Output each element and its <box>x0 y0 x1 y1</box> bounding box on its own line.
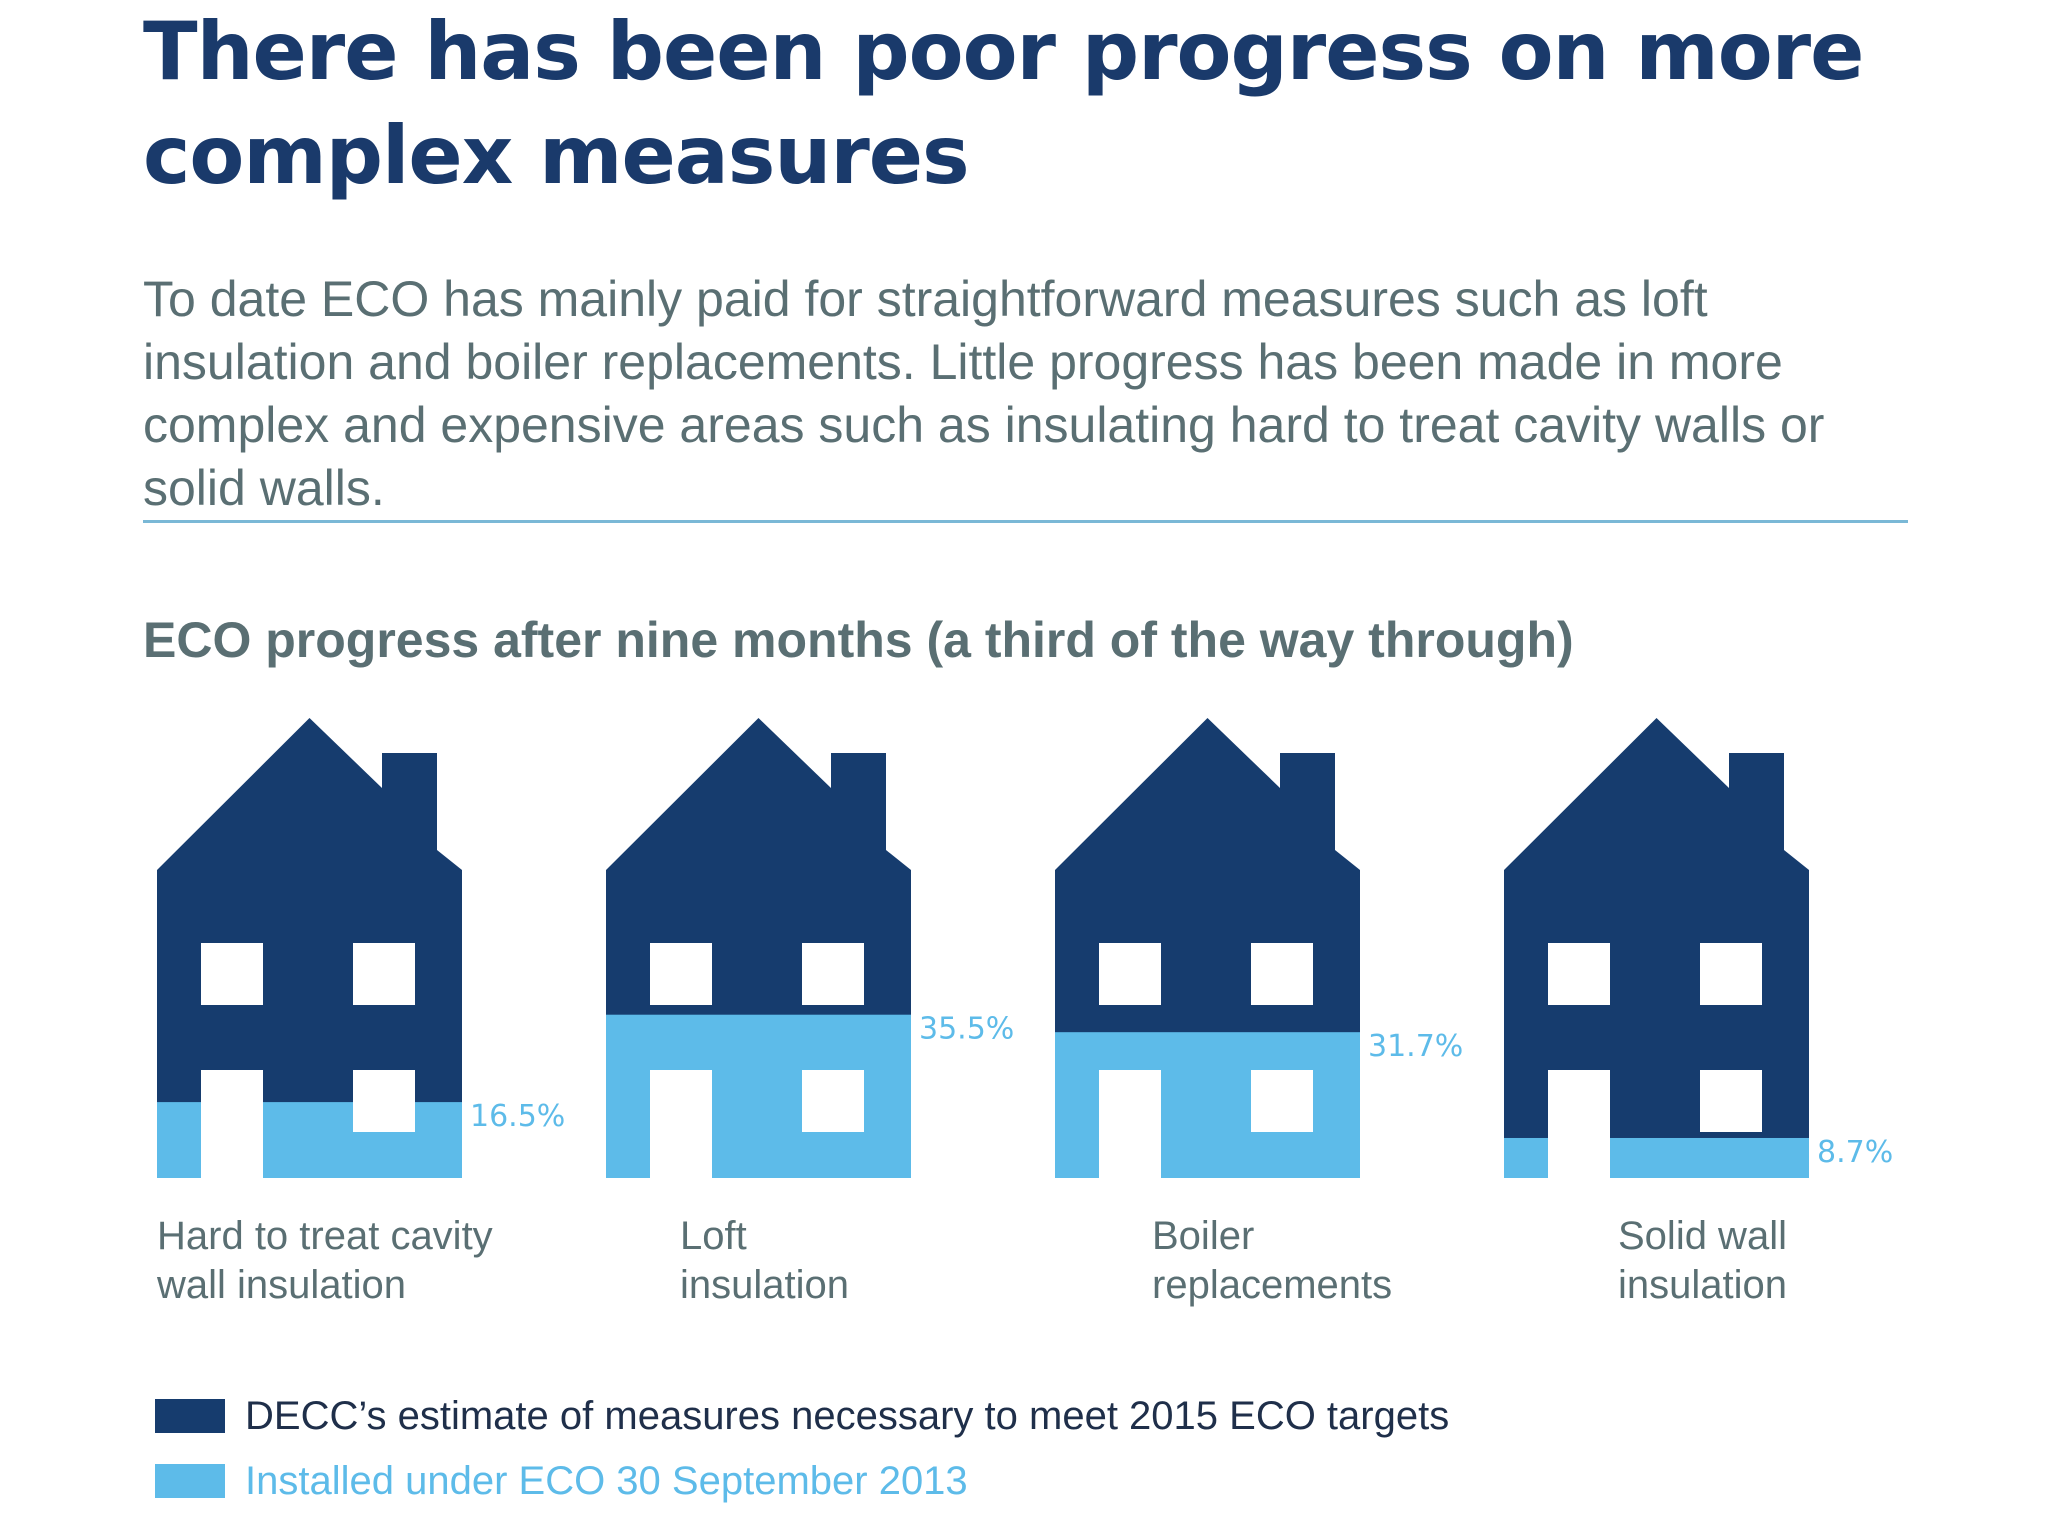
category-label-line: insulation <box>680 1263 849 1307</box>
legend-swatch-installed <box>155 1464 225 1498</box>
legend-swatch-target <box>155 1399 225 1433</box>
legend-label-installed: Installed under ECO 30 September 2013 <box>245 1458 968 1503</box>
category-label-line: Solid wall <box>1618 1214 1787 1258</box>
window-lower-right <box>802 1070 864 1132</box>
category-label-line: Loft <box>680 1214 747 1258</box>
chart-title: ECO progress after nine months (a third … <box>143 612 1574 668</box>
window-lower-right <box>1700 1070 1762 1132</box>
window-upper-left <box>650 943 712 1005</box>
window-upper-left <box>201 943 263 1005</box>
value-label: 16.5% <box>470 1099 565 1134</box>
house-target-shape <box>157 718 462 1178</box>
door <box>1548 1070 1610 1178</box>
window-lower-right <box>353 1070 415 1132</box>
window-upper-left <box>1099 943 1161 1005</box>
door <box>1099 1070 1161 1178</box>
window-upper-right <box>1251 943 1313 1005</box>
house-target-shape <box>1504 718 1809 1178</box>
value-label: 31.7% <box>1368 1029 1463 1064</box>
legend-item-target: DECC’s estimate of measures necessary to… <box>155 1390 1449 1442</box>
value-label: 8.7% <box>1817 1135 1893 1170</box>
house-2: 35.5% Loft insulation <box>606 718 1014 1307</box>
window-upper-right <box>1700 943 1762 1005</box>
category-label-line: Hard to treat cavity <box>157 1214 493 1258</box>
intro-paragraph: To date ECO has mainly paid for straight… <box>143 271 1825 516</box>
door <box>201 1070 263 1178</box>
legend-label-target: DECC’s estimate of measures necessary to… <box>245 1393 1450 1438</box>
house-3: 31.7% Boiler replacements <box>1055 718 1463 1307</box>
divider <box>143 520 1908 523</box>
page-title: There has been poor progress on more com… <box>143 5 1864 202</box>
window-upper-right <box>353 943 415 1005</box>
legend: DECC’s estimate of measures necessary to… <box>155 1390 1449 1520</box>
legend-item-installed: Installed under ECO 30 September 2013 <box>155 1455 1449 1507</box>
category-label-line: replacements <box>1152 1263 1392 1307</box>
house-1: 16.5% Hard to treat cavity wall insulation <box>156 718 565 1307</box>
category-label-line: wall insulation <box>156 1263 406 1307</box>
window-upper-left <box>1548 943 1610 1005</box>
category-label-line: insulation <box>1618 1263 1787 1307</box>
door <box>650 1070 712 1178</box>
category-label-line: Boiler <box>1152 1214 1254 1258</box>
value-label: 35.5% <box>919 1012 1014 1047</box>
window-lower-right <box>1251 1070 1313 1132</box>
window-upper-right <box>802 943 864 1005</box>
house-4: 8.7% Solid wall insulation <box>1504 718 1893 1307</box>
